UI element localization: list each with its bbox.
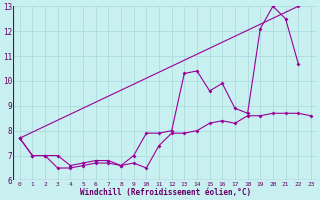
X-axis label: Windchill (Refroidissement éolien,°C): Windchill (Refroidissement éolien,°C) — [80, 188, 251, 197]
